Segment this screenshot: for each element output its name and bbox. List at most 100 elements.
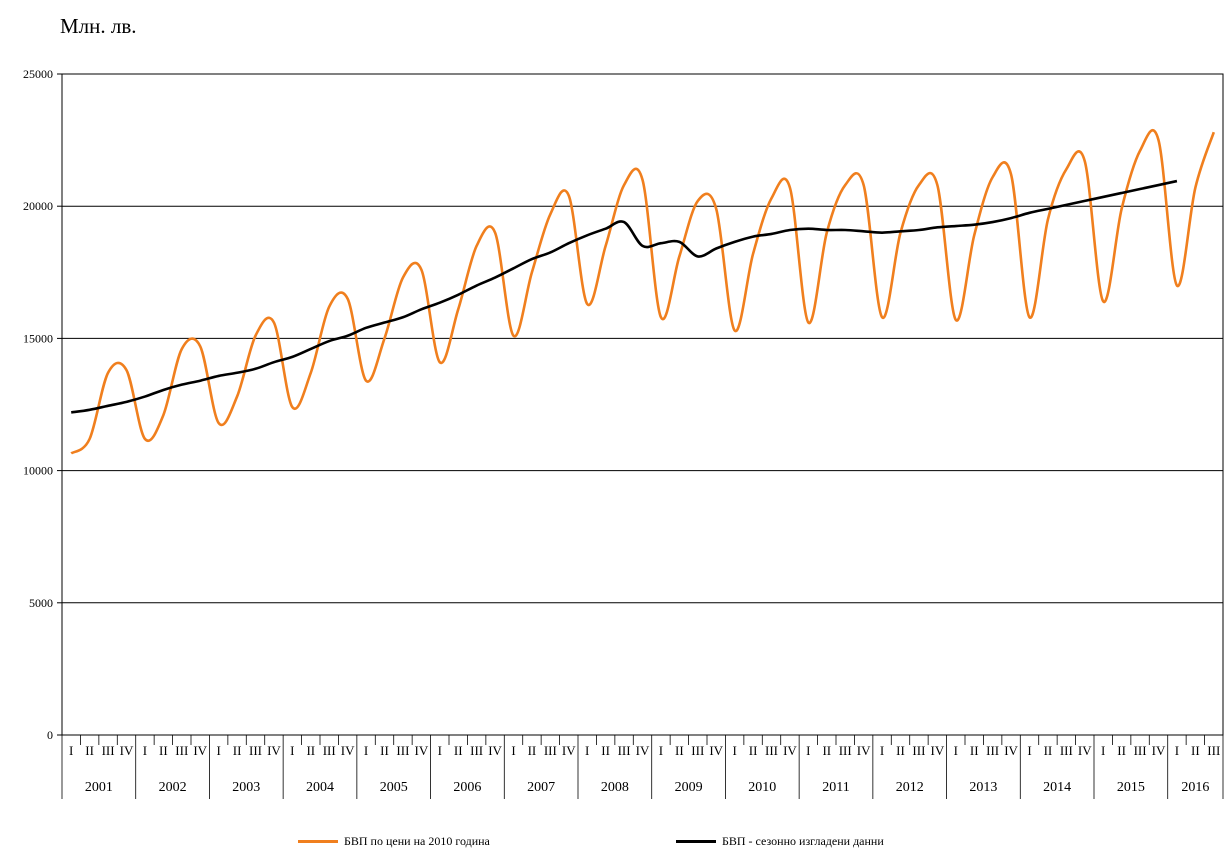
x-quarter-label: II xyxy=(159,743,168,758)
x-quarter-label: I xyxy=(954,743,958,758)
x-quarter-label: IV xyxy=(1152,743,1166,758)
y-axis-ticks: 0 5000 10000 15000 20000 25000 xyxy=(23,67,53,742)
x-quarter-label: III xyxy=(1207,743,1220,758)
y-tick-label: 10000 xyxy=(23,464,53,478)
x-quarter-label: II xyxy=(675,743,684,758)
x-quarter-label: IV xyxy=(414,743,428,758)
legend-label-gdp-sa: БВП - сезонно изгладени данни xyxy=(722,834,884,848)
y-tick-label: 15000 xyxy=(23,331,53,345)
x-quarter-label: II xyxy=(601,743,610,758)
x-quarter-label: II xyxy=(822,743,831,758)
x-quarter-label: III xyxy=(544,743,557,758)
x-quarter-label: III xyxy=(986,743,999,758)
x-quarter-label: III xyxy=(249,743,262,758)
x-quarter-label: I xyxy=(659,743,663,758)
x-quarter-label: III xyxy=(1134,743,1147,758)
x-quarter-label: I xyxy=(216,743,220,758)
x-quarter-label: IV xyxy=(120,743,134,758)
x-year-label: 2015 xyxy=(1117,780,1145,795)
legend-swatch-gdp xyxy=(298,840,338,843)
x-quarter-label: III xyxy=(470,743,483,758)
x-quarter-label: I xyxy=(1101,743,1105,758)
x-quarter-label: II xyxy=(1191,743,1200,758)
x-quarter-label: II xyxy=(233,743,242,758)
x-year-label: 2008 xyxy=(601,780,629,795)
gridlines xyxy=(57,73,1223,736)
x-year-label: 2012 xyxy=(896,780,924,795)
x-quarter-label: IV xyxy=(636,743,650,758)
x-quarter-label: I xyxy=(1027,743,1031,758)
x-quarter-label: III xyxy=(618,743,631,758)
x-quarter-label: III xyxy=(1060,743,1073,758)
x-year-label: 2010 xyxy=(748,780,776,795)
series-lines xyxy=(70,129,1216,455)
x-quarter-label: III xyxy=(912,743,925,758)
x-quarter-label: IV xyxy=(783,743,797,758)
x-quarter-label: IV xyxy=(488,743,502,758)
legend-item-gdp-sa: БВП - сезонно изгладени данни xyxy=(676,834,884,849)
series-line-0 xyxy=(70,129,1216,455)
x-year-label: 2013 xyxy=(969,780,997,795)
plot-frame xyxy=(61,73,1224,736)
x-quarter-label: IV xyxy=(709,743,723,758)
legend-item-gdp: БВП по цени на 2010 година xyxy=(298,834,490,849)
x-quarter-label: I xyxy=(1175,743,1179,758)
x-year-label: 2011 xyxy=(822,780,849,795)
x-year-label: 2003 xyxy=(232,780,260,795)
x-quarter-label: II xyxy=(528,743,537,758)
x-quarter-label: II xyxy=(749,743,758,758)
legend-swatch-gdp-sa xyxy=(676,840,716,843)
x-quarter-label: III xyxy=(839,743,852,758)
x-quarter-label: IV xyxy=(857,743,871,758)
x-quarter-label: II xyxy=(306,743,315,758)
x-quarter-label: III xyxy=(765,743,778,758)
x-year-label: 2014 xyxy=(1043,780,1071,795)
legend-label-gdp: БВП по цени на 2010 година xyxy=(344,834,490,848)
x-quarter-label: IV xyxy=(341,743,355,758)
x-quarter-label: IV xyxy=(267,743,281,758)
x-quarter-label: I xyxy=(438,743,442,758)
x-quarter-label: II xyxy=(380,743,389,758)
x-quarter-label: IV xyxy=(1004,743,1018,758)
x-year-label: 2004 xyxy=(306,780,334,795)
y-tick-label: 0 xyxy=(47,728,53,742)
x-year-label: 2005 xyxy=(380,780,408,795)
x-quarter-label: II xyxy=(1044,743,1053,758)
x-quarter-label: I xyxy=(880,743,884,758)
x-quarter-label: I xyxy=(143,743,147,758)
x-quarter-label: III xyxy=(175,743,188,758)
x-quarter-label: I xyxy=(806,743,810,758)
y-tick-label: 20000 xyxy=(23,199,53,213)
x-quarter-label: II xyxy=(454,743,463,758)
x-quarter-label: III xyxy=(102,743,115,758)
x-quarter-label: IV xyxy=(562,743,576,758)
x-quarter-label: II xyxy=(970,743,979,758)
x-year-label: 2001 xyxy=(85,780,113,795)
x-quarter-label: I xyxy=(511,743,515,758)
y-tick-label: 25000 xyxy=(23,67,53,81)
x-year-label: 2016 xyxy=(1181,780,1209,795)
x-quarter-label: I xyxy=(69,743,73,758)
y-tick-label: 5000 xyxy=(29,596,53,610)
x-quarter-label: II xyxy=(1117,743,1126,758)
x-quarter-label: I xyxy=(290,743,294,758)
x-quarter-label: III xyxy=(396,743,409,758)
x-quarter-label: III xyxy=(691,743,704,758)
x-quarter-label: I xyxy=(364,743,368,758)
x-year-label: 2002 xyxy=(159,780,187,795)
x-year-label: 2006 xyxy=(453,780,481,795)
x-year-label: 2009 xyxy=(675,780,703,795)
x-year-label: 2007 xyxy=(527,780,555,795)
x-quarter-label: II xyxy=(85,743,94,758)
x-quarter-label: I xyxy=(585,743,589,758)
x-quarter-label: IV xyxy=(930,743,944,758)
x-quarter-label: IV xyxy=(193,743,207,758)
series-line-1 xyxy=(71,179,1178,414)
x-quarter-label: I xyxy=(732,743,736,758)
y-axis-unit-label: Млн. лв. xyxy=(60,14,137,38)
x-quarter-label: IV xyxy=(1078,743,1092,758)
x-quarter-label: II xyxy=(896,743,905,758)
x-quarter-label: III xyxy=(323,743,336,758)
